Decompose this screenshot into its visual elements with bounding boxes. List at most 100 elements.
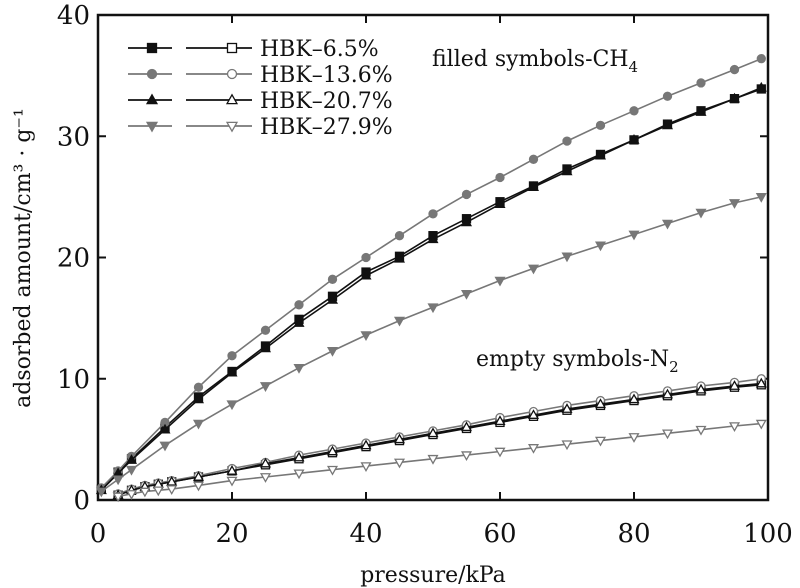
data-point [326,294,339,304]
series-line [117,384,762,496]
legend-marker-empty [225,121,239,133]
data-point [226,476,238,487]
data-point [125,465,138,476]
annotation-empty: empty symbols-N2 [476,347,679,376]
data-point [226,400,238,411]
legend-marker-empty [226,42,238,54]
data-point [662,91,673,101]
legend-item: HBK–27.9% [128,115,393,140]
data-point [594,436,607,447]
legend-marker-filled [145,121,159,133]
data-point [460,290,473,300]
legend-label: HBK–13.6% [260,63,393,88]
data-point [494,447,506,458]
data-point [561,165,573,176]
data-point [755,419,767,430]
data-point [166,485,178,496]
data-point [192,419,205,430]
data-point [755,193,767,203]
data-point [193,382,204,392]
data-point [159,423,171,434]
legend: HBK–6.5%HBK–13.6%HBK–20.7%HBK–27.9% [128,37,393,140]
series-CH4-2 [95,81,767,495]
legend-gap [172,96,186,104]
data-point [327,274,338,284]
data-point [527,409,540,419]
legend-marker-empty [226,68,238,80]
legend-gap [172,70,186,78]
data-point [494,198,506,209]
data-point [326,445,339,456]
data-point [294,300,304,310]
data-point [755,81,767,92]
legend-marker-empty [225,93,239,105]
series-line [100,196,762,493]
data-point [696,78,706,88]
data-point [361,252,371,263]
data-point [393,252,406,263]
data-point [527,444,540,454]
legend-item: HBK–6.5% [128,37,379,62]
data-point [561,440,573,451]
data-point [695,425,707,436]
data-point [527,264,540,275]
data-point [360,331,372,342]
data-point [695,208,707,219]
data-point [393,316,406,327]
y-tick-label: 40 [57,1,90,31]
data-point [495,172,505,183]
data-point [192,393,205,404]
legend-item: HBK–13.6% [128,63,393,88]
data-point [192,471,205,481]
data-point [729,64,740,75]
data-point [260,325,271,335]
series-N2-7 [112,419,767,503]
data-point [561,252,573,263]
x-tick-label: 0 [90,519,107,549]
data-point [562,136,572,146]
data-point [594,149,607,160]
data-point [259,382,272,392]
data-point [728,199,741,209]
y-axis-title: adsorbed amount/cm³ · g⁻¹ [11,108,36,408]
data-point [661,388,674,399]
data-point [293,363,305,374]
data-point [661,429,674,440]
legend-marker-filled [145,93,159,105]
y-tick-label: 30 [57,122,90,152]
data-point [125,490,138,500]
series-N2-4 [113,380,766,500]
data-point [95,487,107,498]
annotation-filled-text: filled symbols-CH [432,47,629,72]
data-point [661,119,674,130]
data-point [427,454,439,465]
axis-ticks: 0 20 40 60 80 100 0 10 20 30 40 [57,1,793,549]
data-point [227,351,237,361]
data-point [326,347,339,357]
data-point [695,106,707,116]
data-point [293,469,305,480]
data-point [226,366,238,377]
data-point [628,230,640,241]
data-point [756,54,766,64]
x-tick-label: 100 [743,519,793,549]
data-point [259,473,272,483]
data-point [394,231,405,241]
legend-marker-filled [146,42,158,54]
legend-label: HBK–20.7% [260,89,393,114]
data-point [360,269,372,280]
legend-item: HBK–20.7% [128,89,393,114]
data-point [728,380,741,390]
data-point [494,415,506,426]
x-tick-label: 40 [349,519,382,549]
x-tick-label: 60 [483,519,516,549]
legend-gap [172,122,186,130]
data-point [628,133,640,144]
x-axis-title: pressure/kPa [360,563,506,588]
data-point [326,465,339,476]
annotation-empty-text: empty symbols-N [476,347,669,372]
series-N2-6 [112,377,767,500]
data-point [428,209,438,219]
data-point [293,317,305,327]
